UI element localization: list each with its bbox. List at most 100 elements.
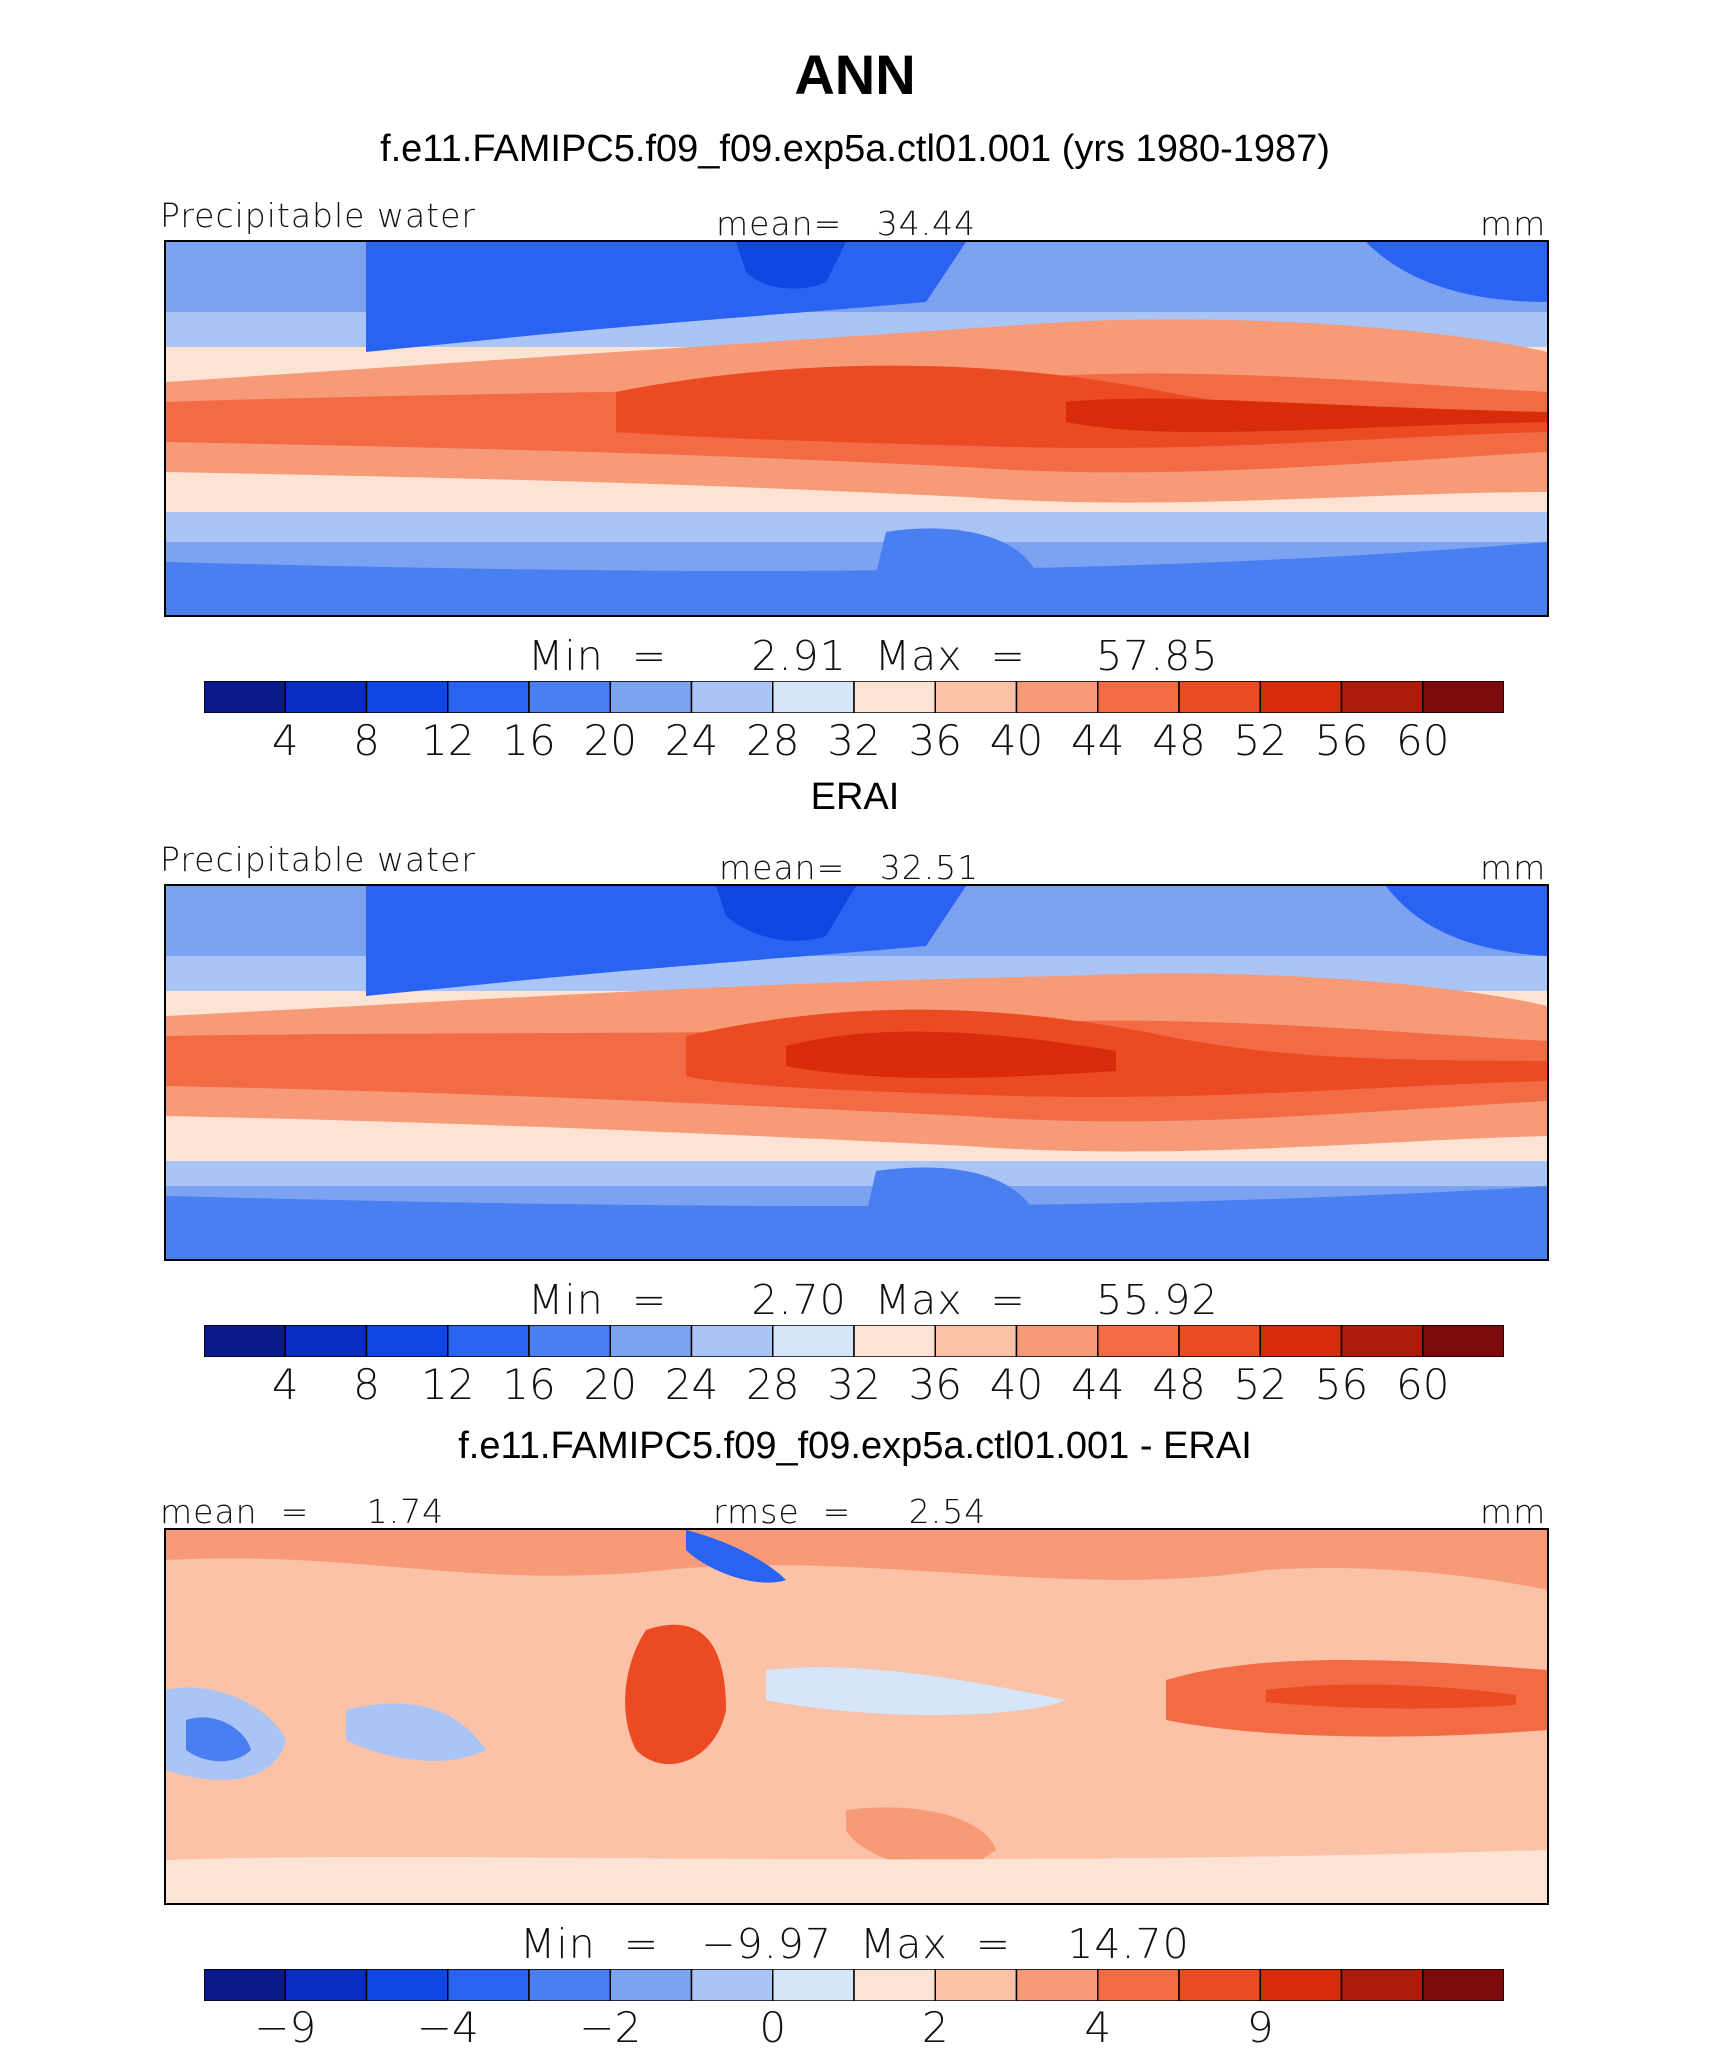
colorbar-swatch	[1340, 681, 1424, 713]
panel-3-minmax: Min = −9.97 Max = 14.70	[520, 1920, 1190, 1968]
panel-2-colorbar-ticks: 4 8 12 16 20 24 28 32 36 40 44 48 52 56 60	[204, 1360, 1504, 1410]
panel-3-subtitle: f.e11.FAMIPC5.f09_f09.exp5a.ctl01.001 - …	[458, 1425, 1252, 1467]
colorbar-swatch	[1422, 1325, 1504, 1357]
panel-1-colorbar-ticks: 4 8 12 16 20 24 28 32 36 40 44 48 52 56 60	[204, 716, 1504, 766]
colorbar-swatch	[284, 681, 368, 713]
colorbar-tick-label: 4	[1084, 2003, 1112, 2052]
colorbar-swatch	[772, 681, 855, 713]
panel-2-map	[164, 884, 1549, 1261]
colorbar-tick-label: 8	[353, 1360, 380, 1409]
colorbar-tick-label: 16	[502, 716, 556, 765]
colorbar-swatch	[1015, 681, 1099, 713]
colorbar-swatch	[1259, 1969, 1343, 2001]
panel-1-units-label: mm	[1480, 204, 1547, 243]
colorbar-swatch	[1015, 1969, 1099, 2001]
colorbar-swatch	[1178, 1325, 1261, 1357]
colorbar-swatch	[528, 1325, 611, 1357]
panel-3-rmse-label: rmse = 2.54	[713, 1492, 987, 1531]
colorbar-swatch	[1178, 681, 1261, 713]
colorbar-tick-label: 28	[746, 1360, 800, 1409]
panel-3-colorbar-ticks: −9 −4 −2 0 2 4 9	[204, 2003, 1504, 2052]
panel-2-mean-label: mean= 32.51	[719, 848, 980, 887]
colorbar-swatch	[1097, 1969, 1180, 2001]
colorbar-tick-label: 32	[827, 716, 881, 765]
colorbar-swatch	[284, 1325, 368, 1357]
colorbar-swatch	[853, 681, 936, 713]
colorbar-swatch	[1097, 681, 1180, 713]
colorbar-tick-label: 12	[421, 716, 475, 765]
colorbar-tick-label: 60	[1396, 1360, 1450, 1409]
panel-2-map-svg	[166, 886, 1547, 1259]
colorbar-swatch	[1097, 1325, 1180, 1357]
panel-1-minmax: Min = 2.91 Max = 57.85	[528, 632, 1219, 680]
colorbar-tick-label: 20	[583, 716, 637, 765]
panel-2-subtitle: ERAI	[810, 776, 900, 818]
colorbar-swatch	[365, 1969, 449, 2001]
colorbar-swatch	[934, 681, 1018, 713]
colorbar-tick-label: −9	[254, 2003, 317, 2052]
colorbar-tick-label: 8	[353, 716, 380, 765]
panel-1-left-label: Precipitable water	[160, 196, 476, 235]
colorbar-tick-label: 24	[664, 716, 719, 765]
colorbar-swatch	[284, 1969, 368, 2001]
panel-1-map	[164, 240, 1549, 617]
colorbar-tick-label: 44	[1071, 716, 1125, 765]
colorbar-swatch	[1340, 1969, 1424, 2001]
colorbar-swatch	[853, 1969, 936, 2001]
colorbar-swatch	[609, 1325, 693, 1357]
colorbar-tick-label: 36	[908, 1360, 962, 1409]
colorbar-swatch	[1422, 1969, 1504, 2001]
colorbar-tick-label: −4	[416, 2003, 479, 2052]
colorbar-swatch	[447, 1325, 530, 1357]
colorbar-swatch	[365, 1325, 449, 1357]
panel-3-map	[164, 1528, 1549, 1905]
colorbar-tick-label: 48	[1152, 1360, 1206, 1409]
colorbar-swatch	[365, 681, 449, 713]
colorbar-tick-label: 48	[1152, 716, 1206, 765]
colorbar-swatch	[204, 1325, 286, 1357]
colorbar-tick-label: 28	[746, 716, 800, 765]
colorbar-swatch	[204, 1969, 286, 2001]
colorbar-swatch	[447, 1969, 530, 2001]
colorbar-swatch	[690, 1325, 774, 1357]
colorbar-tick-label: 4	[271, 1360, 299, 1409]
colorbar-tick-label: −2	[579, 2003, 642, 2052]
colorbar-tick-label: 24	[664, 1360, 719, 1409]
colorbar-swatch	[1015, 1325, 1099, 1357]
colorbar-tick-label: 36	[908, 716, 962, 765]
panel-1-subtitle: f.e11.FAMIPC5.f09_f09.exp5a.ctl01.001 (y…	[380, 128, 1330, 170]
colorbar-tick-label: 56	[1314, 716, 1369, 765]
colorbar-tick-label: 12	[421, 1360, 475, 1409]
colorbar-swatch	[447, 681, 530, 713]
colorbar-swatch	[528, 681, 611, 713]
colorbar-swatch	[690, 681, 774, 713]
colorbar-tick-label: 9	[1246, 2003, 1274, 2052]
colorbar-swatch	[1340, 1325, 1424, 1357]
colorbar-swatch	[204, 681, 286, 713]
page-title: ANN	[794, 43, 916, 106]
panel-2-units-label: mm	[1480, 848, 1547, 887]
panel-3-map-svg	[166, 1530, 1547, 1903]
colorbar-swatch	[1259, 681, 1343, 713]
colorbar-tick-label: 52	[1233, 1360, 1287, 1409]
colorbar-tick-label: 44	[1071, 1360, 1125, 1409]
panel-3-colorbar	[204, 1969, 1504, 2001]
colorbar-tick-label: 40	[989, 716, 1044, 765]
colorbar-tick-label: 20	[583, 1360, 637, 1409]
colorbar-swatch	[772, 1325, 855, 1357]
colorbar-tick-label: 60	[1396, 716, 1450, 765]
panel-2-left-label: Precipitable water	[160, 840, 476, 879]
colorbar-tick-label: 0	[759, 2003, 787, 2052]
colorbar-swatch	[1259, 1325, 1343, 1357]
panel-1-mean-label: mean= 34.44	[716, 204, 977, 243]
panel-2-minmax: Min = 2.70 Max = 55.92	[528, 1276, 1219, 1324]
panel-1-colorbar	[204, 681, 1504, 713]
colorbar-tick-label: 32	[827, 1360, 881, 1409]
colorbar-swatch	[1178, 1969, 1261, 2001]
colorbar-swatch	[934, 1325, 1018, 1357]
colorbar-swatch	[528, 1969, 611, 2001]
colorbar-swatch	[609, 681, 693, 713]
colorbar-swatch	[609, 1969, 693, 2001]
colorbar-tick-label: 56	[1314, 1360, 1369, 1409]
colorbar-tick-label: 4	[271, 716, 299, 765]
